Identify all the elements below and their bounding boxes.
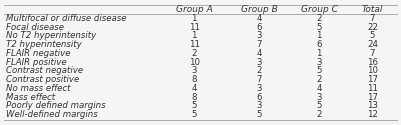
Text: Multifocal or diffuse disease: Multifocal or diffuse disease [6,14,126,23]
Text: 11: 11 [366,84,377,93]
Text: 1: 1 [191,14,196,23]
Text: 4: 4 [256,14,261,23]
Text: 17: 17 [366,75,377,84]
Text: Focal disease: Focal disease [6,23,64,32]
Text: 5: 5 [191,110,196,119]
Text: 8: 8 [191,75,196,84]
Text: Group A: Group A [175,5,212,14]
Text: FLAIR negative: FLAIR negative [6,49,70,58]
Text: 1: 1 [316,49,321,58]
Text: 4: 4 [316,84,321,93]
Text: 10: 10 [366,66,377,76]
Text: T2 hyperintensity: T2 hyperintensity [6,40,81,49]
Text: 6: 6 [256,93,261,102]
Text: No mass effect: No mass effect [6,84,70,93]
Text: Contrast negative: Contrast negative [6,66,83,76]
Text: 6: 6 [316,40,321,49]
Text: 12: 12 [366,110,377,119]
Text: FLAIR positive: FLAIR positive [6,58,67,67]
Text: 7: 7 [256,75,261,84]
Text: Group B: Group B [240,5,277,14]
Text: 3: 3 [316,93,321,102]
Text: Contrast positive: Contrast positive [6,75,79,84]
Text: 6: 6 [256,23,261,32]
Text: 2: 2 [316,14,321,23]
Text: 4: 4 [191,84,196,93]
Text: 24: 24 [366,40,377,49]
Text: 5: 5 [369,32,374,40]
Text: 1: 1 [191,32,196,40]
Text: Total: Total [361,5,382,14]
Text: 3: 3 [256,58,261,67]
Text: 5: 5 [316,23,321,32]
Text: 5: 5 [316,66,321,76]
Text: 11: 11 [188,23,199,32]
Text: 2: 2 [191,49,196,58]
Text: 5: 5 [316,102,321,110]
Text: 16: 16 [366,58,377,67]
Text: 5: 5 [256,110,261,119]
Text: 3: 3 [316,58,321,67]
Text: 7: 7 [369,49,374,58]
Text: 3: 3 [256,102,261,110]
Text: 4: 4 [256,49,261,58]
Text: Group C: Group C [300,5,337,14]
Text: 1: 1 [316,32,321,40]
Text: 3: 3 [256,84,261,93]
Text: 2: 2 [316,110,321,119]
Text: Mass effect: Mass effect [6,93,55,102]
Text: 8: 8 [191,93,196,102]
Text: 5: 5 [191,102,196,110]
Text: 10: 10 [188,58,199,67]
Text: 7: 7 [256,40,261,49]
Text: 7: 7 [369,14,374,23]
Text: No T2 hyperintensity: No T2 hyperintensity [6,32,96,40]
Text: 3: 3 [191,66,196,76]
Text: 22: 22 [366,23,377,32]
Text: 11: 11 [188,40,199,49]
Text: 2: 2 [316,75,321,84]
Text: 13: 13 [366,102,377,110]
Text: 17: 17 [366,93,377,102]
Text: 2: 2 [256,66,261,76]
Text: Poorly defined margins: Poorly defined margins [6,102,105,110]
Text: Well-defined margins: Well-defined margins [6,110,97,119]
Text: 3: 3 [256,32,261,40]
